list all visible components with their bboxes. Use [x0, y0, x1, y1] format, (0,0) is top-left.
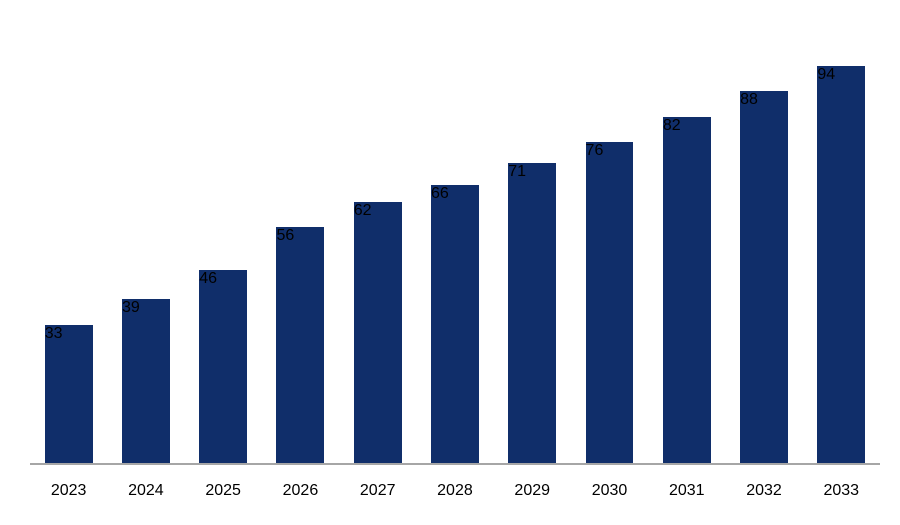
bar: 66: [431, 185, 479, 466]
x-axis-label: 2033: [803, 482, 880, 500]
x-axis-label: 2025: [185, 482, 262, 500]
bar: 33: [45, 325, 93, 465]
bar-slot: 71: [494, 40, 571, 465]
x-axis-labels: 2023202420252026202720282029203020312032…: [30, 482, 880, 500]
x-axis-label: 2029: [494, 482, 571, 500]
x-axis-label: 2028: [416, 482, 493, 500]
bar-slot: 46: [185, 40, 262, 465]
bar-slot: 56: [262, 40, 339, 465]
bar-slot: 33: [30, 40, 107, 465]
bar: 46: [199, 270, 247, 466]
bar: 76: [586, 142, 634, 465]
bar-chart: 3339465662667176828894 20232024202520262…: [0, 0, 900, 525]
bar-slot: 66: [416, 40, 493, 465]
bar-slot: 94: [803, 40, 880, 465]
bar: 71: [508, 163, 556, 465]
bar-slot: 62: [339, 40, 416, 465]
bar-slot: 39: [107, 40, 184, 465]
bar: 94: [817, 66, 865, 466]
x-axis-label: 2023: [30, 482, 107, 500]
bar-slot: 76: [571, 40, 648, 465]
x-axis-line: [30, 463, 880, 465]
x-axis-label: 2032: [725, 482, 802, 500]
plot-area: 3339465662667176828894: [30, 40, 880, 465]
bar: 88: [740, 91, 788, 465]
x-axis-label: 2026: [262, 482, 339, 500]
x-axis-label: 2031: [648, 482, 725, 500]
bar: 56: [276, 227, 324, 465]
bars-container: 3339465662667176828894: [30, 40, 880, 465]
bar-slot: 88: [725, 40, 802, 465]
x-axis-label: 2027: [339, 482, 416, 500]
x-axis-label: 2024: [107, 482, 184, 500]
x-axis-label: 2030: [571, 482, 648, 500]
bar: 62: [354, 202, 402, 466]
bar: 82: [663, 117, 711, 466]
bar: 39: [122, 299, 170, 465]
bar-slot: 82: [648, 40, 725, 465]
